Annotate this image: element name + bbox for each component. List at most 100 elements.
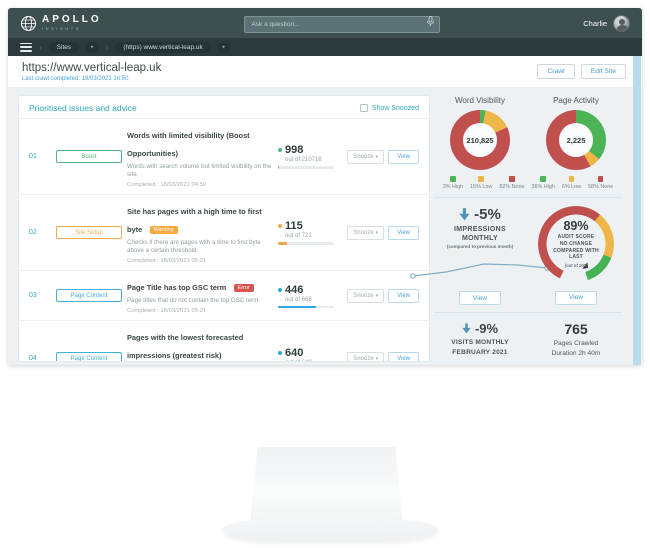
chevron-down-icon: ▾ [375,153,379,160]
issue-category-badge: Page Content [56,289,122,303]
chevron-down-icon[interactable]: ▸ [217,41,231,53]
issue-row: 03 Page Content Page Title has top GSC t… [19,270,429,320]
issue-list: 01 Boost Words with limited visibility (… [19,118,429,362]
user-menu[interactable]: Charlie [583,14,630,32]
status-dot-icon [278,148,282,153]
impressions-label: MONTHLY [461,234,499,242]
word-visibility-donut-chart[interactable]: 210,825 [450,110,510,170]
site-header: https://www.vertical-leap.uk Last crawl … [8,56,642,88]
view-button[interactable]: View [388,225,419,240]
microphone-icon[interactable] [426,16,435,27]
issue-stat: 115 out of 721 [278,220,340,245]
impressions-label: IMPRESSIONS [454,225,506,233]
chevron-down-icon[interactable]: ▸ [86,41,99,53]
brand-subtitle: INSIGHTS [42,26,81,32]
issue-out-of: out of 721 [285,233,312,240]
show-snoozed-checkbox[interactable] [359,104,368,112]
visits-delta: -9% [474,321,499,337]
snooze-button[interactable]: Snooze ▾ [347,225,385,240]
menu-icon[interactable] [20,42,32,52]
audit-view-button[interactable]: View [555,290,597,305]
impressions-view-button[interactable]: View [459,291,501,306]
issue-category-badge: Page Content [56,352,122,361]
snooze-button[interactable]: Snooze ▾ [347,288,385,303]
issue-row: 04 Page Content Pages with the lowest fo… [19,320,429,362]
issue-stat: 446 out of 668 [278,284,340,309]
donut-legend: 3% High 15% Low 82% None 36% High 6% Low 58% … [432,176,624,190]
issues-panel-title: Prioritised issues and advice [29,103,137,113]
issue-count: 640 [285,346,304,359]
breadcrumb-separator: › [105,42,109,52]
show-snoozed-label: Show Snoozed [371,104,419,112]
issue-category-badge: Site Setup [56,226,122,240]
gauge-ring [538,205,614,282]
scrollbar[interactable] [633,56,641,365]
audit-score-value: 89% [563,219,589,234]
issue-title: Page Title has top GSC term [127,283,227,293]
view-button[interactable]: View [388,351,419,361]
issue-number: 03 [29,292,37,300]
audit-compare-label: COMPARED WITH LAST [553,248,599,261]
impressions-note: (compared to previous month) [446,244,514,250]
arrow-down-icon [462,323,471,334]
issue-completed-timestamp: Completed : 18/03/2021 05:21 [127,308,207,315]
user-name: Charlie [583,18,607,28]
issue-count: 115 [285,220,303,233]
issue-stat: 998 out of 210718 [278,144,340,169]
issue-row: 02 Site Setup Site has pages with a high… [19,194,429,270]
issue-count: 998 [285,144,304,157]
issue-flag-badge: Warning [149,226,178,235]
brand-name: APOLLO [42,13,102,25]
edit-site-button[interactable]: Edit Site [580,64,626,79]
word-visibility-title: Word Visibility [455,96,505,105]
legend-item: 3% High [443,176,463,190]
audit-change-label: NO CHANGE [559,241,593,248]
status-dot-icon [278,350,282,355]
page-activity-donut-chart[interactable]: 2,225 [546,110,606,170]
legend-item: 15% Low [470,176,492,190]
visits-label: VISITS MONTHLY [451,339,509,347]
view-button[interactable]: View [388,149,419,164]
issue-flag-badge: Error [233,284,254,293]
status-dot-icon [278,287,282,292]
last-crawl-timestamp: Last crawl completed: 19/03/2021 16:50 [22,75,129,82]
issue-number: 02 [29,229,37,237]
top-bar: APOLLO INSIGHTS Charlie [8,8,642,38]
issue-progress-bar [278,305,334,309]
issue-description: Page titles that do not contain the top … [127,296,261,304]
snooze-button[interactable]: Snooze ▾ [347,351,385,362]
breadcrumb-sites[interactable]: Sites [48,41,80,53]
ask-question-input[interactable] [244,16,441,33]
pages-crawled-value: 765 [564,321,588,338]
snooze-label: Snooze [353,355,374,362]
page-title: https://www.vertical-leap.uk [22,61,162,74]
issue-stat: 640 out of 640 [278,346,340,361]
snooze-label: Snooze [353,153,374,160]
issue-out-of: out of 640 [285,360,340,361]
status-dot-icon [278,224,282,229]
issue-progress-bar [278,242,334,245]
legend-swatch [540,176,546,182]
issue-completed-timestamp: Completed : 18/03/2021 04:50 [127,182,207,189]
issue-count: 446 [285,283,304,296]
crawl-duration-label: Duration 2h 40m [551,349,601,357]
snooze-button[interactable]: Snooze ▾ [347,149,385,164]
metrics-panel: Word Visibility 210,825 Page Activity 2,… [410,88,624,365]
breadcrumb-site-url[interactable]: (https) www.vertical-leap.uk [115,41,211,53]
crawl-button[interactable]: Crawl [537,64,575,79]
issue-out-of: out of 210718 [285,157,322,164]
issue-out-of: out of 668 [285,296,312,303]
issue-description: Checks if there are pages with a time to… [127,238,261,254]
visits-month-label: FEBRUARY 2021 [452,348,508,356]
legend-item: 58% None [588,176,613,190]
chevron-down-icon: ▾ [375,355,379,362]
legend-item: 6% Low [562,176,581,190]
pages-crawled-label: Pages Crawled [553,340,599,348]
legend-swatch [597,176,604,182]
legend-swatch [478,176,484,182]
apollo-logo[interactable]: APOLLO INSIGHTS [20,13,102,32]
issue-title: Words with limited visibility (Boost Opp… [127,131,250,158]
view-button[interactable]: View [388,288,419,303]
avatar[interactable] [613,14,630,32]
